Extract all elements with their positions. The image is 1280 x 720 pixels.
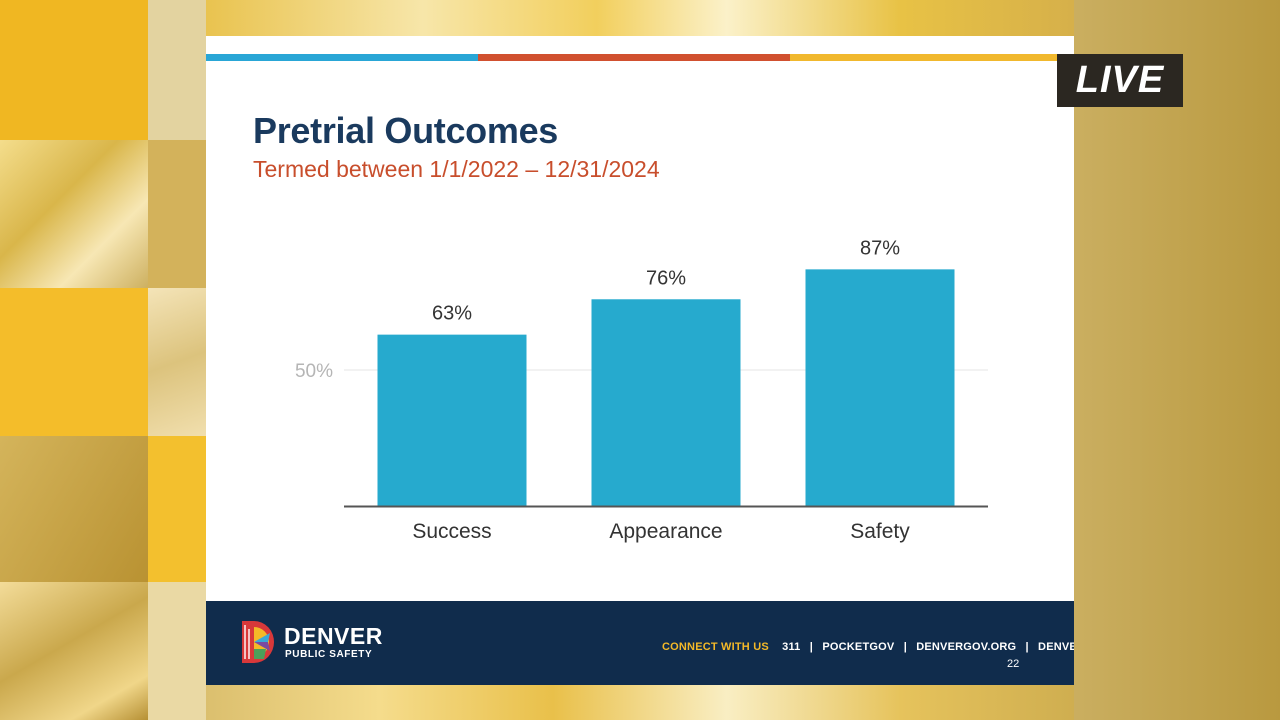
link-denver8tv[interactable]: DENVER 8 TV [1038, 641, 1074, 653]
data-label: 76% [646, 267, 686, 289]
background-strip-bottom [206, 685, 1074, 720]
background-tile [148, 140, 206, 288]
connect-label: CONNECT WITH US [662, 641, 769, 653]
link-denvergov[interactable]: DENVERGOV.ORG [916, 641, 1017, 653]
header-stripe-red [478, 54, 790, 61]
category-label: Safety [850, 520, 910, 543]
background-tile [0, 582, 148, 720]
background-tile [0, 140, 148, 288]
bar-success [377, 334, 527, 506]
bar-appearance [591, 299, 741, 506]
background-tile [0, 436, 148, 582]
page-number: 22 [1007, 658, 1020, 670]
link-311[interactable]: 311 [782, 641, 801, 653]
slide-footer: DENVER PUBLIC SAFETY CONNECT WITH US 311… [206, 601, 1074, 685]
header-stripe-blue [206, 54, 478, 61]
background-tile [148, 436, 206, 582]
connect-links: CONNECT WITH US 311 | POCKETGOV | DENVER… [662, 641, 1074, 653]
separator: | [809, 641, 814, 653]
brand-subtitle: PUBLIC SAFETY [285, 649, 373, 660]
presentation-slide: Pretrial Outcomes Termed between 1/1/202… [206, 36, 1074, 685]
category-label: Success [412, 520, 491, 543]
separator: | [903, 641, 907, 653]
background-tile [148, 0, 206, 140]
background-tile [0, 288, 148, 436]
background-tile [148, 582, 206, 720]
data-label: 63% [432, 303, 472, 325]
link-pocketgov[interactable]: POCKETGOV [822, 641, 895, 653]
y-tick-label: 50% [295, 361, 333, 382]
background-mosaic [0, 0, 206, 720]
header-stripe-yellow [790, 54, 1074, 61]
live-badge: LIVE [1057, 54, 1183, 107]
background-tile [148, 288, 206, 436]
denver-logo-icon [242, 621, 274, 663]
data-label: 87% [860, 237, 900, 259]
background-tile [0, 0, 148, 140]
separator: | [1025, 641, 1029, 653]
background-strip-top [206, 0, 1074, 36]
category-label: Appearance [609, 520, 722, 543]
bar-chart: 50% 63% Success 76% Appearance 87% Safety [295, 237, 988, 543]
slide-title: Pretrial Outcomes [253, 110, 559, 151]
brand-name: DENVER [284, 623, 383, 649]
bar-safety [805, 269, 955, 506]
slide-subtitle: Termed between 1/1/2022 – 12/31/2024 [253, 156, 660, 182]
